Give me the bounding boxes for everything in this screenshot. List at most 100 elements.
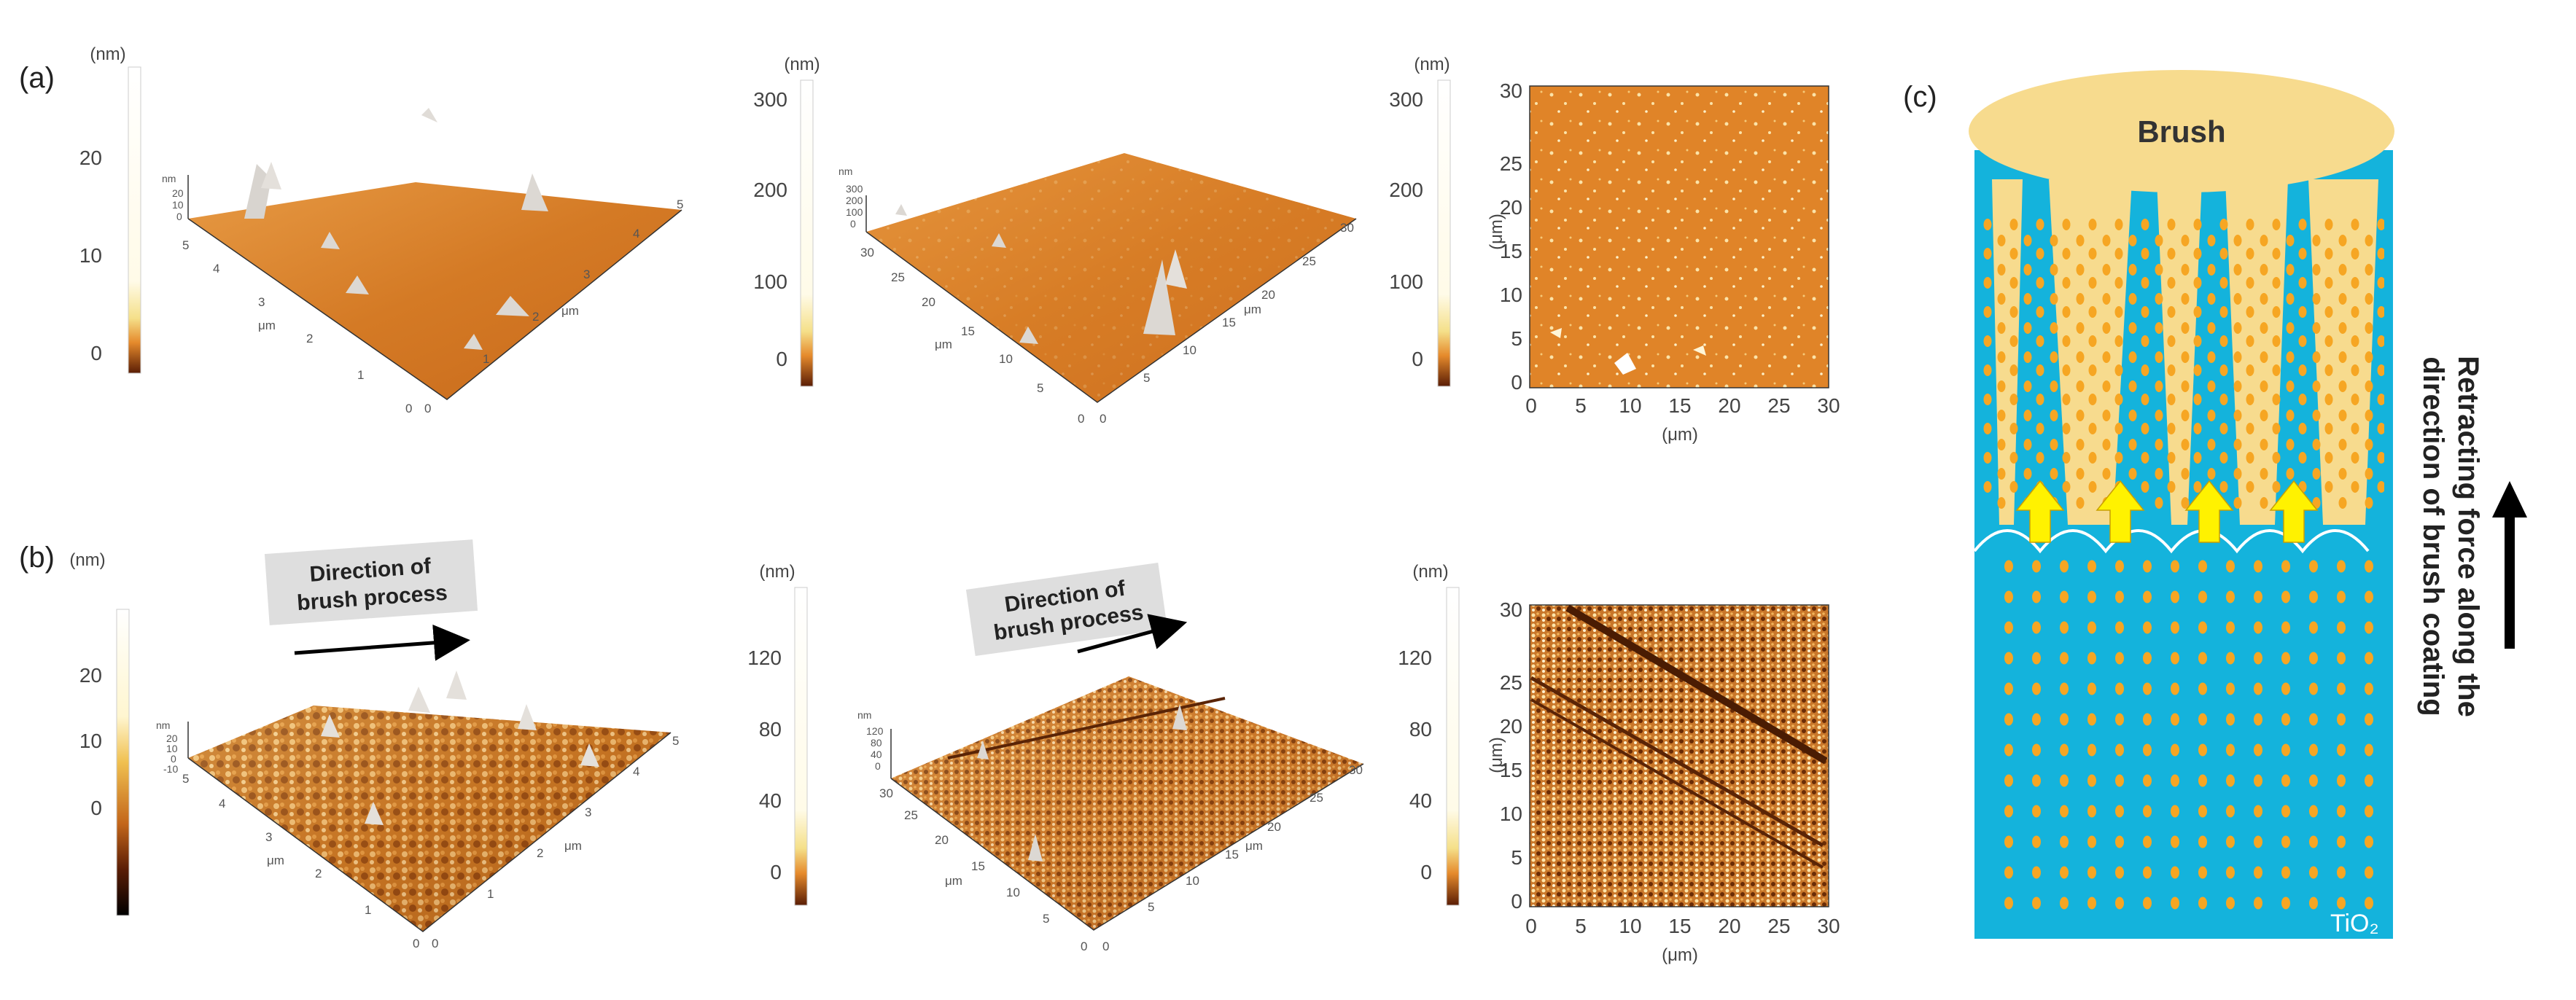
y-axis-tick: 1	[365, 903, 371, 917]
meniscus-line	[1973, 529, 2370, 554]
map-x-tick: 30	[1817, 394, 1840, 417]
direction-label-b2: Direction of brush process	[965, 562, 1188, 657]
x-axis-tick: 15	[1225, 848, 1239, 862]
colorbar-unit: (nm)	[90, 44, 125, 64]
surface-shading	[891, 676, 1363, 930]
y-axis-tick: 0	[413, 937, 419, 950]
map-particle	[1614, 353, 1636, 375]
y-axis-tick: 30	[860, 246, 874, 259]
z-stack-tick: 0	[171, 753, 176, 765]
colorbar-a1: (nm) 20 10 0	[79, 44, 141, 374]
y-axis-tick: 0	[1081, 940, 1087, 953]
colorbar-tick: 40	[1409, 789, 1432, 812]
colorbar-b2: (nm) 120 80 40 0	[747, 562, 808, 906]
surface-edge	[187, 732, 672, 932]
colorbar-unit: (nm)	[1414, 55, 1450, 74]
side-text: direction of brush coating	[2417, 356, 2449, 716]
colorbar-a2: (nm) 300 200 100 0	[753, 55, 820, 387]
map-x-tick: 20	[1718, 915, 1740, 937]
y-axis-tick: 25	[904, 808, 918, 822]
colorbar-tick: 0	[1420, 861, 1432, 883]
y-axis-tick: 15	[971, 859, 985, 873]
y-axis-tick: 15	[961, 324, 975, 338]
y-axis-tick: 4	[219, 797, 225, 810]
x-axis-tick: 1	[487, 887, 494, 901]
colorbar-tick: 100	[1389, 270, 1423, 293]
x-axis-tick: 5	[672, 734, 679, 748]
surface-edge	[890, 763, 1364, 931]
colorbar-tick: 20	[79, 147, 102, 169]
colorbar-gradient	[128, 66, 141, 374]
direction-arrow	[1077, 614, 1188, 654]
surface-peak	[408, 687, 430, 713]
surface-peak	[365, 802, 384, 825]
y-axis-unit: μm	[945, 874, 962, 888]
map-x-tick: 0	[1525, 394, 1537, 417]
texture-mask	[866, 153, 1356, 232]
y-axis-unit: μm	[267, 853, 284, 867]
map-y-tick: 15	[1500, 759, 1522, 781]
colorbar-tick: 200	[1389, 179, 1423, 201]
colorbar-tick: 0	[776, 348, 787, 370]
z-stack-tick: 300	[846, 183, 863, 195]
x-axis-tick: 5	[1143, 371, 1150, 385]
colorbar-tick: 0	[1412, 348, 1423, 370]
map-y-tick: 5	[1511, 846, 1522, 869]
x-axis-unit: μm	[564, 839, 582, 853]
retracting-force-annotation: Retracting force along the direction of …	[2417, 356, 2527, 717]
colorbar-tick: 20	[79, 664, 102, 687]
surface-edge	[865, 218, 1357, 403]
direction-arrow	[294, 624, 470, 661]
colorbar-tick: 200	[753, 179, 787, 201]
y-axis-tick: 20	[935, 833, 949, 847]
map-x-tick: 15	[1668, 915, 1691, 937]
surface-peak	[496, 296, 529, 316]
x-axis-tick: 0	[424, 402, 431, 415]
map-x-tick: 30	[1817, 915, 1840, 937]
up-arrow	[2269, 480, 2319, 543]
panel-label-b: (b)	[19, 542, 55, 574]
colorbar-tick: 300	[1389, 88, 1423, 111]
colorbar-gradient	[794, 587, 808, 906]
x-axis-tick: 0	[1102, 940, 1109, 953]
x-axis-tick: 1	[483, 352, 489, 366]
y-axis-tick: 30	[879, 786, 893, 800]
surface-peak	[421, 108, 437, 122]
y-axis-tick: 5	[182, 238, 189, 252]
map-y-tick: 30	[1500, 598, 1522, 621]
z-stack-tick: 200	[846, 195, 863, 206]
surface-peak	[1019, 327, 1038, 344]
map-y-tick: 5	[1511, 327, 1522, 350]
colorbar-tick: 0	[770, 861, 782, 883]
colorbar-tick: 10	[79, 730, 102, 752]
scratch-line	[1565, 604, 1828, 765]
map-x-tick: 0	[1525, 915, 1537, 937]
colorbar-b1: (nm) 20 10 0	[69, 550, 130, 916]
map-image	[1529, 604, 1829, 907]
colorbar-tick: 120	[747, 647, 782, 669]
map-y-tick: 0	[1511, 890, 1522, 913]
surface-peak	[580, 743, 599, 767]
x-axis-tick: 15	[1222, 316, 1236, 329]
x-axis-tick: 25	[1310, 791, 1323, 805]
map-y-tick: 30	[1500, 79, 1522, 102]
surface-peak	[321, 714, 340, 738]
surface-shading	[188, 706, 671, 931]
map-x-tick: 5	[1575, 915, 1587, 937]
x-axis-tick: 2	[532, 310, 539, 324]
x-axis-tick: 20	[1261, 288, 1275, 302]
colorbar-tick: 0	[90, 342, 102, 364]
map-x-tick: 20	[1718, 394, 1740, 417]
side-text: Retracting force along the	[2452, 356, 2484, 717]
x-axis-tick: 25	[1302, 254, 1316, 268]
up-arrow	[2015, 480, 2065, 543]
z-stack-tick: 80	[871, 737, 882, 749]
aligned-particles	[1986, 554, 2380, 918]
z-stack-tick: 120	[866, 725, 884, 737]
x-axis-tick: 3	[585, 805, 591, 819]
colorbar-unit: (nm)	[784, 55, 820, 74]
surface-peak	[1172, 704, 1187, 730]
map-x-tick: 25	[1767, 915, 1790, 937]
colorbar-unit: (nm)	[1412, 562, 1448, 582]
x-axis-tick: 0	[1100, 412, 1106, 426]
